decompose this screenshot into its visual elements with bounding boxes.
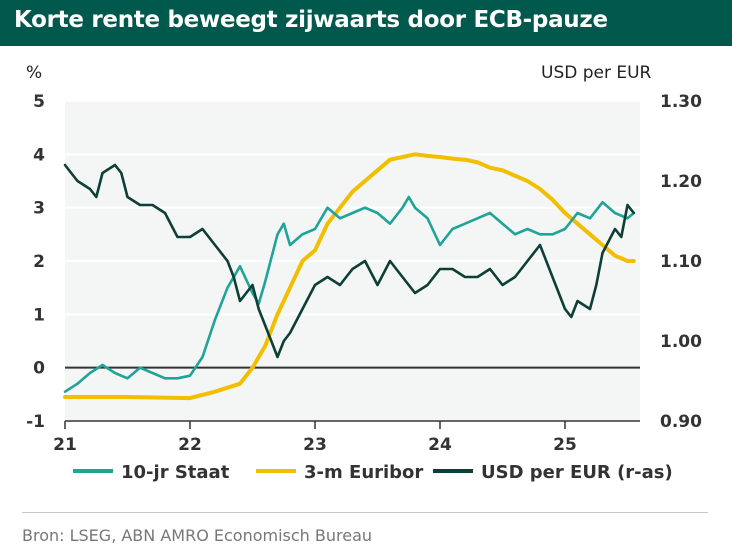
y-right-tick-label: 1.20	[660, 172, 702, 192]
legend: 10-jr Staat 3-m Euribor USD per EUR (r-as)	[73, 462, 673, 483]
y-left-tick-label: 2	[33, 252, 45, 272]
chart-title: Korte rente beweegt zijwaarts door ECB-p…	[14, 7, 608, 33]
x-tick-label: 25	[553, 435, 577, 455]
gridlines	[65, 100, 640, 422]
x-tick-label: 24	[428, 435, 452, 455]
y-left-tick-label: 4	[33, 145, 45, 165]
right-axis-unit: USD per EUR	[541, 63, 652, 83]
series-lines	[63, 152, 636, 401]
series-line-usd	[63, 163, 636, 359]
y-right-tick-label: 0.90	[660, 412, 702, 432]
y-left-tick-label: -1	[26, 412, 45, 432]
title-bar: Korte rente beweegt zijwaarts door ECB-p…	[0, 0, 732, 46]
y-right-tick-label: 1.10	[660, 252, 702, 272]
y-left-tick-label: 5	[33, 92, 45, 112]
y-left-tick-label: 0	[33, 359, 45, 379]
series-line-staat	[63, 195, 636, 393]
x-tick-label: 22	[178, 435, 202, 455]
y-right-tick-label: 1.30	[660, 92, 702, 112]
legend-label: 3-m Euribor	[304, 462, 423, 483]
y-left-tick-label: 3	[33, 199, 45, 219]
y-right-tick-label: 1.00	[660, 332, 702, 352]
left-axis-unit: %	[26, 63, 43, 83]
legend-label: 10-jr Staat	[121, 462, 230, 483]
source-note: Bron: LSEG, ABN AMRO Economisch Bureau	[22, 526, 373, 545]
y-left-tick-label: 1	[33, 305, 45, 325]
x-tick-label: 23	[303, 435, 327, 455]
x-tick-label: 21	[53, 435, 77, 455]
legend-label: USD per EUR (r-as)	[481, 462, 673, 483]
source-divider	[22, 512, 708, 513]
series-line-euribor	[63, 152, 636, 401]
